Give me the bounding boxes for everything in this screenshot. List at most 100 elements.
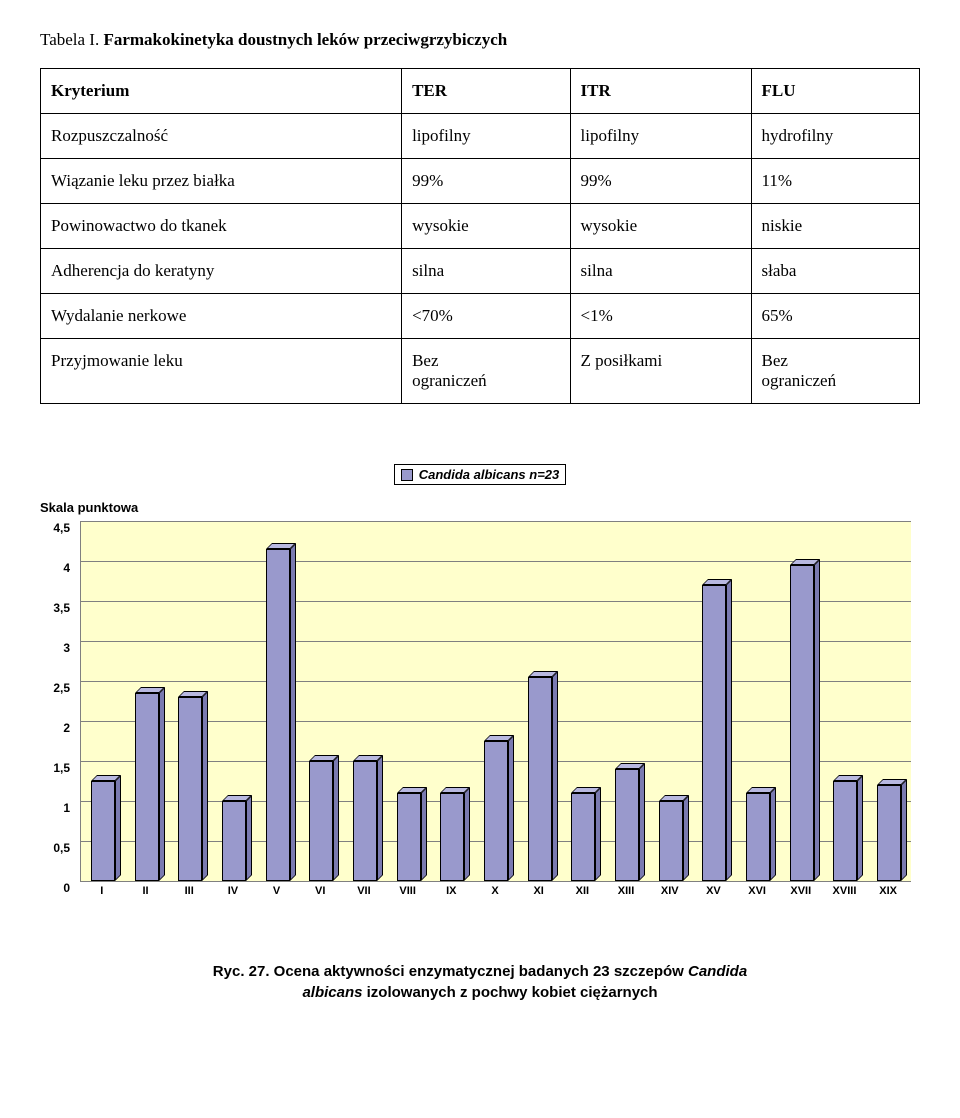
row-label: Przyjmowanie leku — [41, 339, 402, 404]
col-header-itr: ITR — [570, 69, 751, 114]
table-row: Przyjmowanie lekuBezograniczeńZ posiłkam… — [41, 339, 920, 404]
x-tick-label: XVI — [748, 885, 766, 897]
chart-bar — [309, 755, 339, 881]
bar-front — [571, 793, 595, 881]
bar-side — [639, 763, 645, 881]
chart-gridline — [81, 521, 911, 522]
bar-front — [833, 781, 857, 881]
pk-table: KryteriumTERITRFLU Rozpuszczalnośćlipofi… — [40, 68, 920, 404]
table-row: Adherencja do keratynysilnasilnasłaba — [41, 249, 920, 294]
chart-bar — [178, 691, 208, 881]
row-label: Rozpuszczalność — [41, 114, 402, 159]
x-tick-label: XIV — [661, 885, 679, 897]
bar-front — [702, 585, 726, 881]
cell-value: hydrofilny — [751, 114, 919, 159]
chart-bar — [222, 795, 252, 881]
bar-side — [377, 755, 383, 881]
cell-value: 99% — [402, 159, 570, 204]
chart-bar — [528, 671, 558, 881]
y-tick-label: 2,5 — [40, 681, 70, 695]
cell-value: Bezograniczeń — [751, 339, 919, 404]
figure-caption: Ryc. 27. Ocena aktywności enzymatycznej … — [40, 961, 920, 1003]
table-title-bold: Farmakokinetyka doustnych leków przeciwg… — [103, 30, 507, 49]
table-row: Wydalanie nerkowe<70%<1%65% — [41, 294, 920, 339]
cell-value: 99% — [570, 159, 751, 204]
cell-value: lipofilny — [402, 114, 570, 159]
x-tick-label: III — [185, 885, 194, 897]
chart-plot-area — [80, 521, 911, 882]
x-tick-label: XVIII — [833, 885, 857, 897]
bar-front — [746, 793, 770, 881]
chart-bar — [397, 787, 427, 881]
cell-value: lipofilny — [570, 114, 751, 159]
x-tick-label: VIII — [399, 885, 416, 897]
y-tick-label: 4 — [40, 561, 70, 575]
row-label: Wiązanie leku przez białka — [41, 159, 402, 204]
caption-line2-rest: izolowanych z pochwy kobiet ciężarnych — [362, 984, 657, 1001]
bar-side — [726, 579, 732, 881]
bar-side — [115, 775, 121, 881]
bar-front — [659, 801, 683, 881]
bar-front — [222, 801, 246, 881]
chart-bar — [353, 755, 383, 881]
bar-side — [814, 559, 820, 881]
bar-side — [333, 755, 339, 881]
caption-line2-ital: albicans — [302, 984, 362, 1001]
chart-y-axis: 00,511,522,533,544,5 — [40, 521, 74, 881]
chart-bar — [659, 795, 689, 881]
x-tick-label: I — [100, 885, 103, 897]
chart-x-axis: IIIIIIIVVVIVIIVIIIIXXXIXIIXIIIXIVXVXVIXV… — [80, 885, 910, 915]
chart-bar — [484, 735, 514, 881]
chart-gridline — [81, 601, 911, 602]
bar-side — [159, 687, 165, 881]
x-tick-label: II — [142, 885, 148, 897]
y-tick-label: 4,5 — [40, 521, 70, 535]
caption-line1-ital: Candida — [688, 963, 747, 980]
chart-bar — [615, 763, 645, 881]
bar-front — [309, 761, 333, 881]
x-tick-label: V — [273, 885, 280, 897]
x-tick-label: XV — [706, 885, 721, 897]
cell-value: słaba — [751, 249, 919, 294]
bar-side — [290, 543, 296, 881]
y-tick-label: 1 — [40, 801, 70, 815]
legend-label: Candida albicans n=23 — [419, 467, 560, 482]
table-header-row: KryteriumTERITRFLU — [41, 69, 920, 114]
chart-bar — [877, 779, 907, 881]
chart-bar — [266, 543, 296, 881]
bar-front — [484, 741, 508, 881]
bar-side — [683, 795, 689, 881]
x-tick-label: XII — [576, 885, 589, 897]
cell-value: <1% — [570, 294, 751, 339]
chart-legend: Candida albicans n=23 — [394, 464, 567, 485]
bar-front — [266, 549, 290, 881]
row-label: Adherencja do keratyny — [41, 249, 402, 294]
row-label: Wydalanie nerkowe — [41, 294, 402, 339]
x-tick-label: IV — [228, 885, 238, 897]
chart: 00,511,522,533,544,5 IIIIIIIVVVIVIIVIIII… — [40, 521, 920, 921]
x-tick-label: VI — [315, 885, 325, 897]
cell-value: 65% — [751, 294, 919, 339]
bar-side — [857, 775, 863, 881]
cell-value: Z posiłkami — [570, 339, 751, 404]
cell-value: <70% — [402, 294, 570, 339]
x-tick-label: XIII — [618, 885, 635, 897]
legend-swatch-icon — [401, 469, 413, 481]
cell-value: Bezograniczeń — [402, 339, 570, 404]
y-tick-label: 2 — [40, 721, 70, 735]
cell-value: niskie — [751, 204, 919, 249]
bar-front — [397, 793, 421, 881]
cell-value: 11% — [751, 159, 919, 204]
chart-y-title: Skala punktowa — [40, 500, 920, 515]
bar-side — [770, 787, 776, 881]
chart-bar — [790, 559, 820, 881]
bar-front — [528, 677, 552, 881]
col-header-ter: TER — [402, 69, 570, 114]
chart-gridline — [81, 681, 911, 682]
bar-side — [508, 735, 514, 881]
chart-bar — [135, 687, 165, 881]
table-title: Tabela I. Farmakokinetyka doustnych lekó… — [40, 30, 920, 50]
chart-bar — [440, 787, 470, 881]
bar-front — [91, 781, 115, 881]
x-tick-label: IX — [446, 885, 456, 897]
